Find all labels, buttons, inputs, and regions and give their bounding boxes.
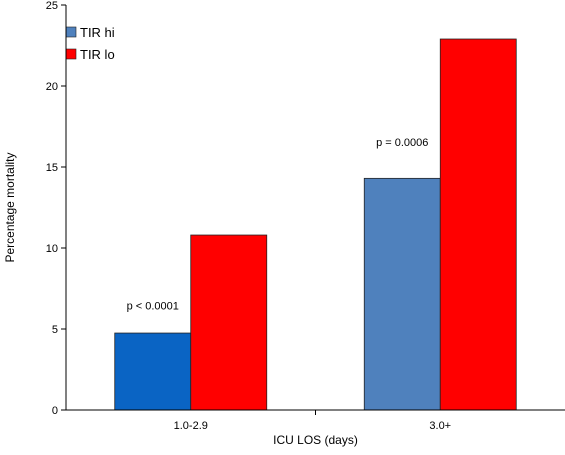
y-tick-label: 25 (46, 0, 58, 12)
legend-label-tir-lo: TIR lo (80, 47, 115, 62)
y-tick-label: 10 (46, 243, 58, 255)
legend-swatch-tir-hi (65, 26, 77, 38)
legend-swatch-tir-lo (65, 48, 77, 60)
bar-tir-lo-3-0 (439, 38, 517, 411)
x-tick-label: 3.0+ (429, 420, 451, 432)
y-tick-label: 0 (52, 405, 58, 417)
y-tick-label: 5 (52, 324, 58, 336)
x-axis-ticks: 1.0-2.9 3.0+ (174, 410, 451, 432)
legend-label-tir-hi: TIR hi (80, 25, 115, 40)
bar-tir-hi-1-0-2-9 (114, 332, 192, 411)
y-axis-ticks: 0 5 10 15 20 25 (46, 0, 66, 417)
x-axis-label: ICU LOS (days) (273, 433, 358, 447)
p-value-annotation: p = 0.0006 (376, 137, 428, 149)
legend: TIR hi TIR lo (65, 25, 115, 62)
y-tick-label: 20 (46, 81, 58, 93)
y-axis-label: Percentage mortality (3, 152, 17, 262)
y-tick-label: 15 (46, 162, 58, 174)
bar-tir-hi-3-0 (363, 177, 441, 411)
p-value-annotation: p < 0.0001 (127, 301, 179, 313)
annotations: p < 0.0001 p = 0.0006 (127, 137, 429, 313)
bars (114, 38, 517, 411)
bar-tir-lo-1-0-2-9 (190, 234, 268, 411)
x-tick-label: 1.0-2.9 (174, 420, 208, 432)
